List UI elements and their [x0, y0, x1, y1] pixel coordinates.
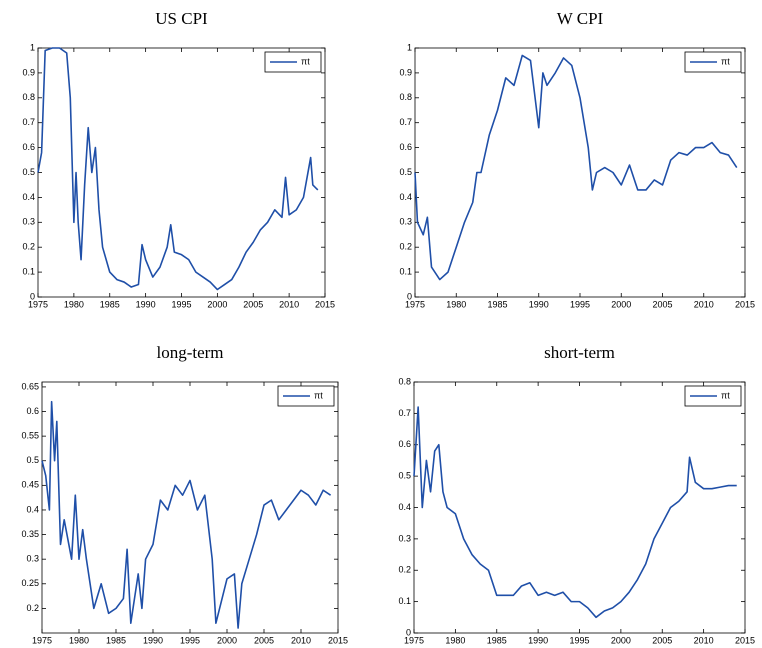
x-tick-label: 2005: [652, 635, 672, 645]
x-tick-label: 1995: [171, 299, 191, 309]
y-tick-label: 1: [30, 42, 35, 52]
x-tick-label: 1990: [529, 299, 549, 309]
y-tick-label: 0.7: [398, 408, 411, 418]
y-tick-label: 0.4: [398, 502, 411, 512]
x-tick-label: 1990: [528, 635, 548, 645]
y-tick-label: 0.4: [26, 504, 39, 514]
y-tick-label: 0.7: [399, 117, 412, 127]
y-tick-label: 0.35: [21, 529, 39, 539]
x-tick-label: 2010: [279, 299, 299, 309]
subplot-title: short-term: [544, 343, 615, 362]
y-tick-label: 0.4: [399, 192, 412, 202]
subplot: US CPI 1975 1980 1985 1990 1995 2000 2005 2010 20…: [22, 9, 335, 309]
x-tick-label: 2015: [735, 299, 755, 309]
legend-label: πt: [301, 56, 310, 66]
y-tick-label: 0.3: [26, 554, 39, 564]
subplot: W CPI 1975 1980 1985 1990 1995 2000 2005 2010 201…: [399, 9, 755, 309]
x-tick-label: 1985: [106, 635, 126, 645]
x-tick-label: 2000: [611, 299, 631, 309]
y-tick-label: 0.7: [22, 117, 35, 127]
x-tick-label: 2005: [652, 299, 672, 309]
axes-frame: [41, 381, 339, 634]
x-tick-label: 2010: [694, 299, 714, 309]
y-tick-label: 0.6: [22, 142, 35, 152]
y-tick-label: 0.8: [399, 92, 412, 102]
y-tick-label: 0.3: [22, 217, 35, 227]
legend-label: πt: [721, 390, 730, 400]
y-tick-label: 0.9: [399, 67, 412, 77]
x-tick-label: 2000: [217, 635, 237, 645]
x-tick-label: 2000: [207, 299, 227, 309]
x-tick-label: 1975: [404, 635, 424, 645]
axes-frame: [413, 381, 746, 634]
x-tick-label: 1975: [405, 299, 425, 309]
x-tick-label: 1995: [570, 299, 590, 309]
y-tick-label: 0.8: [22, 92, 35, 102]
x-tick-label: 1980: [446, 299, 466, 309]
subplot: long-term 1975 1980 1985 1990 1995 2000 2005 201…: [21, 343, 348, 645]
y-tick-label: 0.2: [398, 565, 411, 575]
x-tick-label: 2015: [735, 635, 755, 645]
y-tick-label: 0.5: [22, 167, 35, 177]
y-tick-label: 0.2: [399, 242, 412, 252]
y-tick-label: 0.45: [21, 480, 39, 490]
y-tick-label: 0.5: [26, 455, 39, 465]
subplot-title: W CPI: [557, 9, 604, 28]
y-tick-label: 0.9: [22, 67, 35, 77]
data-line: [414, 54, 738, 281]
y-tick-label: 0.8: [398, 376, 411, 386]
axes-frame: [414, 47, 746, 298]
y-tick-label: 0.1: [399, 266, 412, 276]
y-tick-label: 1: [407, 42, 412, 52]
x-tick-label: 2005: [254, 635, 274, 645]
y-tick-label: 0.3: [398, 533, 411, 543]
x-tick-label: 2000: [611, 635, 631, 645]
y-tick-label: 0.1: [398, 596, 411, 606]
y-tick-label: 0.55: [21, 431, 39, 441]
y-tick-label: 0.6: [26, 406, 39, 416]
y-tick-label: 0.5: [398, 471, 411, 481]
y-tick-label: 0.4: [22, 192, 35, 202]
y-tick-label: 0.6: [398, 439, 411, 449]
y-tick-label: 0: [407, 291, 412, 301]
x-tick-label: 1985: [100, 299, 120, 309]
y-tick-label: 0.5: [399, 167, 412, 177]
legend-label: πt: [721, 56, 730, 66]
x-tick-label: 2010: [694, 635, 714, 645]
x-tick-label: 1980: [69, 635, 89, 645]
x-tick-label: 2015: [315, 299, 335, 309]
y-tick-label: 0: [30, 291, 35, 301]
x-tick-label: 2015: [328, 635, 348, 645]
x-tick-label: 1975: [32, 635, 52, 645]
subplot-title: long-term: [156, 343, 223, 362]
y-tick-label: 0.1: [22, 266, 35, 276]
x-tick-label: 2010: [291, 635, 311, 645]
x-tick-label: 1990: [136, 299, 156, 309]
data-line: [413, 406, 737, 619]
y-tick-label: 0.6: [399, 142, 412, 152]
y-tick-label: 0.25: [21, 578, 39, 588]
data-line: [37, 47, 319, 291]
x-tick-label: 1985: [487, 299, 507, 309]
x-tick-label: 1995: [569, 635, 589, 645]
x-tick-label: 1975: [28, 299, 48, 309]
y-tick-label: 0.65: [21, 381, 39, 391]
y-tick-label: 0: [406, 627, 411, 637]
x-tick-label: 1980: [445, 635, 465, 645]
x-tick-label: 1995: [180, 635, 200, 645]
y-tick-label: 0.3: [399, 217, 412, 227]
subplot: short-term 1975 1980 1985 1990 1995 2000 2005 20…: [398, 343, 755, 645]
legend-label: πt: [314, 390, 323, 400]
x-tick-label: 2005: [243, 299, 263, 309]
x-tick-label: 1990: [143, 635, 163, 645]
y-tick-label: 0.2: [26, 603, 39, 613]
x-tick-label: 1985: [487, 635, 507, 645]
data-line: [41, 400, 332, 629]
x-tick-label: 1980: [64, 299, 84, 309]
subplot-title: US CPI: [155, 9, 208, 28]
y-tick-label: 0.2: [22, 242, 35, 252]
